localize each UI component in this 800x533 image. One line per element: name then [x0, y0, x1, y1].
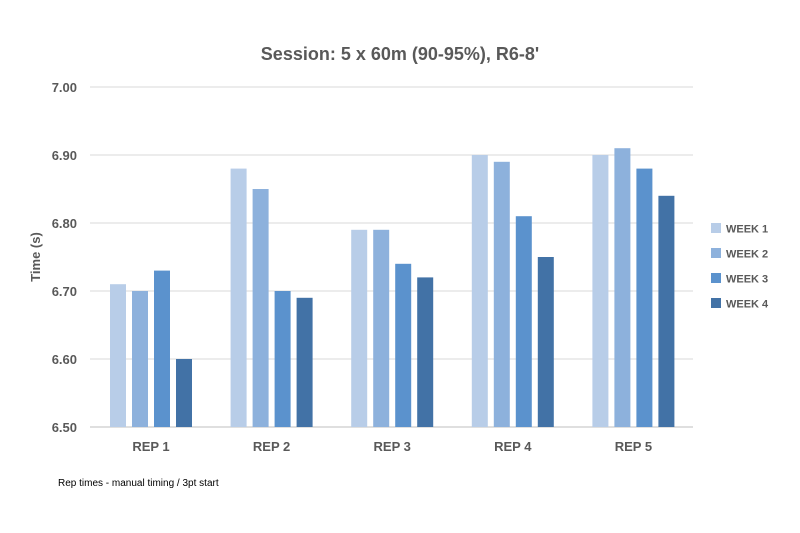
x-tick-label: REP 2	[253, 439, 290, 454]
y-tick-label: 6.90	[52, 148, 77, 163]
y-tick-label: 6.70	[52, 284, 77, 299]
legend-swatch	[711, 273, 721, 283]
bar	[230, 168, 247, 427]
legend-swatch	[711, 298, 721, 308]
legend-label: WEEK 4	[726, 299, 769, 311]
y-tick-label: 6.80	[52, 216, 77, 231]
legend-swatch	[711, 223, 721, 233]
bar	[417, 277, 434, 427]
bar	[296, 297, 313, 427]
bar	[252, 189, 269, 427]
x-tick-label: REP 1	[132, 439, 169, 454]
bar	[395, 263, 412, 427]
bar	[614, 148, 631, 427]
bar	[515, 216, 532, 427]
bar	[471, 155, 488, 427]
y-tick-label: 6.50	[52, 420, 77, 435]
y-tick-label: 6.60	[52, 352, 77, 367]
bar	[132, 291, 148, 427]
chart-footnote: Rep times - manual timing / 3pt start	[58, 478, 219, 489]
y-axis-label: Time (s)	[28, 232, 43, 282]
bar	[110, 284, 126, 427]
x-tick-label: REP 5	[615, 439, 652, 454]
y-tick-label: 7.00	[52, 80, 77, 95]
legend-label: WEEK 2	[726, 249, 768, 261]
bar	[274, 291, 291, 427]
bar	[176, 359, 192, 427]
legend-label: WEEK 3	[726, 274, 768, 286]
chart-title: Session: 5 x 60m (90-95%), R6-8'	[260, 44, 540, 64]
bar	[537, 257, 554, 427]
x-tick-label: REP 4	[494, 439, 532, 454]
bar	[636, 168, 653, 427]
x-tick-label: REP 3	[374, 439, 411, 454]
legend-label: WEEK 1	[726, 224, 768, 236]
bar	[351, 229, 368, 427]
bar	[154, 270, 170, 427]
bar	[592, 155, 609, 427]
bar	[658, 195, 675, 427]
legend-swatch	[711, 248, 721, 258]
bar	[373, 229, 390, 427]
bar	[493, 161, 510, 428]
